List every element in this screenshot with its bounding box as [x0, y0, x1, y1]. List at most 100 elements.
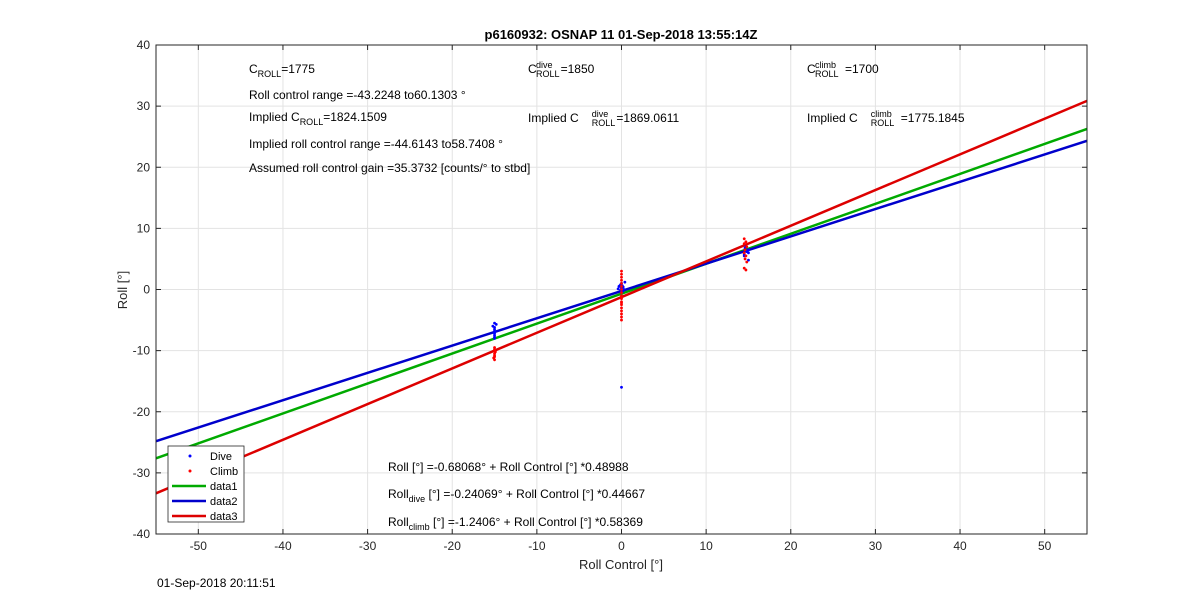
climb-point: [493, 350, 497, 354]
svg-text:ROLL: ROLL: [815, 69, 839, 79]
climb-point: [620, 278, 623, 282]
legend-label: Climb: [210, 466, 238, 478]
y-tick-label: -20: [133, 405, 151, 419]
x-tick-label: 0: [618, 539, 625, 553]
climb-point: [493, 354, 496, 357]
timestamp: 01-Sep-2018 20:11:51: [157, 576, 276, 590]
y-tick-label: 10: [137, 221, 151, 235]
x-tick-label: 40: [953, 539, 967, 553]
chart-title: p6160932: OSNAP 11 01-Sep-2018 13:55:14Z: [485, 27, 758, 42]
svg-text:=1850: =1850: [561, 62, 595, 76]
climb-point: [620, 309, 623, 313]
x-tick-label: 20: [784, 539, 798, 553]
climb-point: [745, 260, 749, 264]
dive-point: [616, 287, 620, 291]
climb-point: [742, 242, 746, 246]
fit-all-label: Roll [°] =-0.68068° + Roll Control [°] *…: [388, 460, 629, 474]
c-roll-label: CROLL=1775: [249, 62, 315, 79]
climb-point: [745, 245, 749, 249]
climb-point: [620, 295, 623, 299]
legend-label: data3: [210, 511, 238, 523]
climb-point: [620, 272, 623, 276]
x-tick-label: 50: [1038, 539, 1052, 553]
roll-range-label: Roll control range =-43.2248 to60.1303 °: [249, 88, 466, 102]
climb-point: [492, 356, 496, 360]
climb-point: [742, 237, 746, 241]
dive-point: [623, 280, 627, 284]
climb-point: [620, 269, 623, 273]
svg-text:=1700: =1700: [845, 62, 879, 76]
y-axis-label: Roll [°]: [115, 271, 130, 309]
dive-point: [622, 288, 626, 291]
x-tick-label: 10: [699, 539, 713, 553]
fit-dive-label: Rolldive [°] =-0.24069° + Roll Control […: [388, 487, 645, 504]
climb-point: [620, 301, 623, 305]
svg-text:dive: dive: [592, 109, 609, 119]
climb-point: [620, 291, 623, 294]
legend-label: data2: [210, 496, 238, 508]
implied-range-label: Implied roll control range =-44.6143 to5…: [249, 137, 503, 151]
climb-point: [742, 251, 746, 255]
svg-text:climb: climb: [815, 60, 836, 70]
y-tick-label: -10: [133, 344, 151, 358]
climb-point: [743, 248, 747, 252]
svg-text:=1775.1845: =1775.1845: [901, 111, 965, 125]
climb-point: [743, 257, 747, 261]
annotations: CROLL=1775 Roll control range =-43.2248 t…: [249, 60, 965, 532]
x-tick-label: -50: [190, 539, 208, 553]
climb-point: [620, 315, 623, 319]
climb-point: [744, 268, 748, 272]
y-tick-label: 20: [137, 160, 151, 174]
legend: Dive Climb data1 data2 data3: [167, 445, 245, 523]
x-tick-label: -30: [359, 539, 377, 553]
fit-climb-label: Rollclimb [°] =-1.2406° + Roll Control […: [388, 515, 643, 532]
climb-point: [620, 285, 623, 288]
climb-point: [744, 254, 748, 258]
climb-point: [620, 306, 623, 310]
x-axis-label: Roll Control [°]: [579, 557, 663, 572]
series-layer: [155, 99, 1088, 495]
dive-point: [747, 251, 750, 255]
y-tick-label: -30: [133, 466, 151, 480]
climb-point: [620, 281, 623, 285]
svg-text:=1869.0611: =1869.0611: [616, 111, 679, 125]
climb-point: [493, 348, 496, 351]
climb-point: [744, 240, 748, 244]
y-tick-label: 0: [143, 283, 150, 297]
svg-text:C: C: [528, 62, 537, 76]
legend-box: [167, 445, 245, 523]
y-tick-label: -40: [133, 527, 151, 541]
svg-text:climb: climb: [871, 109, 892, 119]
legend-marker: [188, 469, 192, 473]
dive-point: [620, 385, 623, 389]
svg-text:ROLL: ROLL: [592, 118, 616, 128]
gain-label: Assumed roll control gain =35.3732 [coun…: [249, 161, 530, 175]
dive-point: [493, 325, 496, 329]
x-tick-label: -10: [528, 539, 546, 553]
x-tick-label: -20: [444, 539, 462, 553]
x-tick-label: -40: [274, 539, 292, 553]
x-tick-label: 30: [869, 539, 883, 553]
climb-point: [620, 318, 623, 322]
legend-label: Dive: [210, 451, 232, 463]
svg-text:C: C: [807, 62, 816, 76]
svg-text:ROLL: ROLL: [871, 118, 895, 128]
dive-point: [747, 258, 750, 262]
legend-label: data1: [210, 481, 238, 493]
climb-point: [620, 288, 623, 291]
y-tick-label: 30: [137, 99, 151, 113]
climb-point: [742, 266, 746, 270]
dive-point: [494, 322, 498, 326]
implied-c-roll-label: Implied CROLL=1824.1509: [249, 110, 387, 127]
svg-text:dive: dive: [536, 60, 553, 70]
svg-text:ROLL: ROLL: [536, 69, 560, 79]
climb-point: [620, 275, 623, 279]
climb-point: [620, 312, 623, 316]
y-tick-label: 40: [137, 38, 151, 52]
ticks: -50 -40 -30 -20 -10 0 10 20 30 40 50 -40 -30 -20 -10 0 1…: [133, 38, 1087, 553]
